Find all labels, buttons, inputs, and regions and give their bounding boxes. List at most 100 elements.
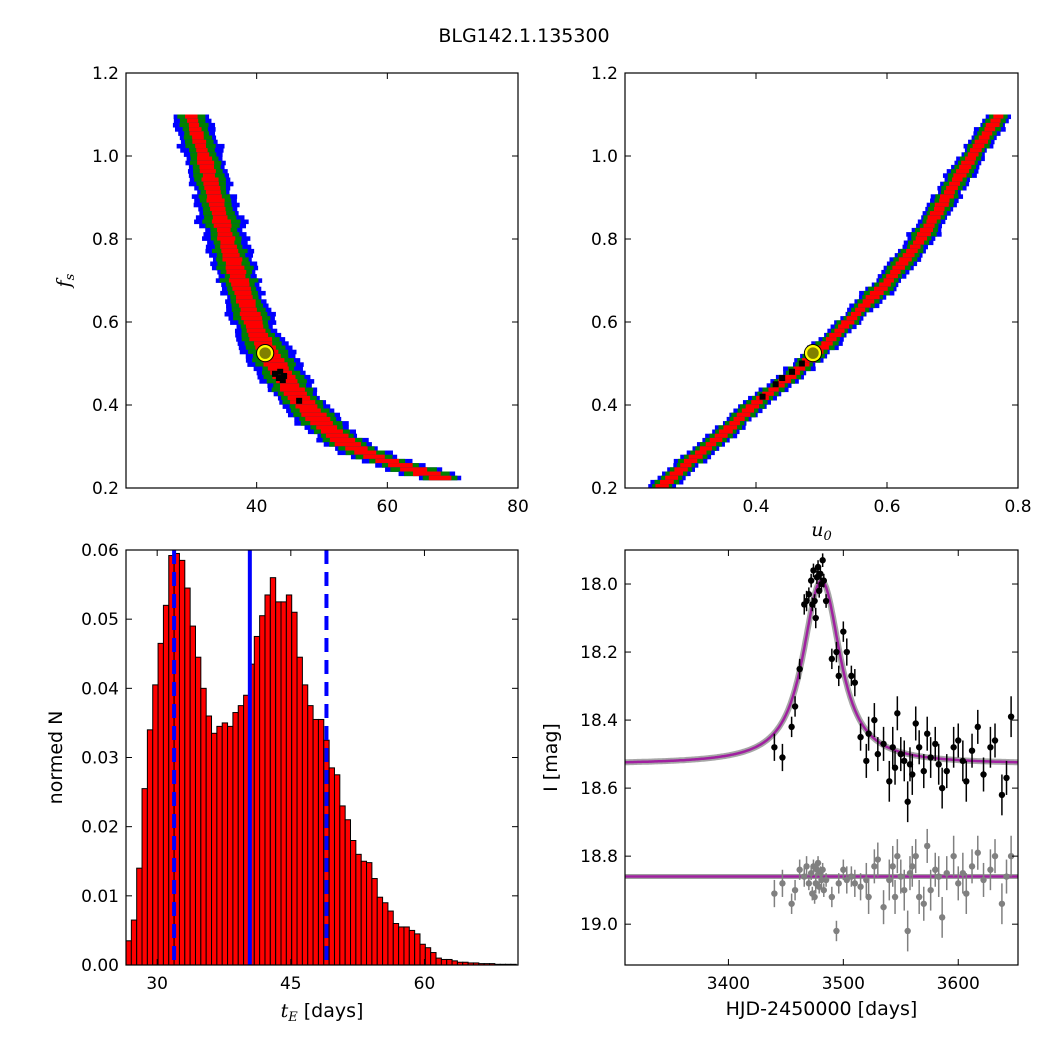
data-point <box>998 791 1006 799</box>
sigma1-cell <box>965 156 976 162</box>
sigma1-cell <box>741 408 755 414</box>
panel-u0-vs-fs: 0.4 0.6 0.8 0.2 0.4 0.6 0.8 1.0 1.2 u0 <box>591 64 1032 544</box>
sigma1-cell <box>310 421 333 426</box>
residual-point <box>991 852 999 860</box>
y-axis-label: I [mag] <box>540 723 562 792</box>
light-curve-body <box>625 553 1018 952</box>
sigma1-cell <box>229 274 246 279</box>
residual-point <box>894 852 901 860</box>
sigma1-cell <box>204 185 221 191</box>
data-point <box>865 730 872 737</box>
data-point <box>820 577 827 584</box>
sigma1-cell <box>192 135 204 141</box>
y-tick-label: 1.0 <box>591 147 618 167</box>
best-sample <box>281 372 288 379</box>
sigma1-cell <box>212 215 228 220</box>
sigma1-cell <box>220 240 235 246</box>
residual-point <box>840 866 847 873</box>
sigma1-cell <box>915 236 928 241</box>
x-tick-label: 0.8 <box>1004 497 1031 517</box>
residual-point <box>822 876 830 884</box>
data-point <box>812 614 819 622</box>
sigma1-cell <box>290 400 316 405</box>
histogram-bar <box>317 718 325 965</box>
histogram-bar <box>253 635 261 965</box>
residual-point <box>924 842 931 850</box>
y-tick-label: 0.4 <box>92 396 119 416</box>
best-fit-marker <box>804 344 822 362</box>
x-tick-label: 60 <box>377 497 399 517</box>
sigma1-cell <box>709 437 723 443</box>
y-tick-label: 18.2 <box>580 643 618 663</box>
sigma1-cell <box>926 219 937 225</box>
sigma1-cell <box>231 282 250 288</box>
sigma1-cell <box>189 131 204 136</box>
sigma1-cell <box>906 248 918 254</box>
residual-point <box>968 863 976 870</box>
histogram-bar <box>435 957 442 965</box>
data-point <box>796 665 803 673</box>
sigma1-cell <box>316 425 338 430</box>
sigma1-cell <box>929 211 944 216</box>
residual-point <box>1007 852 1015 860</box>
histogram-bar <box>275 601 282 965</box>
histogram-bar <box>344 819 352 965</box>
sigma1-cell <box>825 337 837 342</box>
sigma1-cell <box>329 437 356 443</box>
sigma1-cell <box>222 253 240 258</box>
sigma1-cell <box>375 458 399 464</box>
sigma1-cell <box>240 307 257 313</box>
sigma1-cell <box>972 143 985 149</box>
data-point <box>963 778 970 785</box>
sigma1-cell <box>919 227 934 233</box>
histogram-bar <box>184 587 191 965</box>
axes-frame <box>624 72 1019 489</box>
sigma1-cell <box>238 303 256 309</box>
sigma1-cell <box>345 446 368 451</box>
residual-point <box>963 890 970 897</box>
sigma1-cell <box>841 320 855 325</box>
residual-point <box>771 890 778 897</box>
data-point <box>822 597 830 605</box>
sigma1-cell <box>909 244 921 250</box>
best-sample <box>275 375 282 382</box>
data-point <box>920 767 927 775</box>
sigma1-cell <box>978 135 990 141</box>
sigma1-cell <box>222 257 243 262</box>
data-point <box>779 754 786 761</box>
histogram-bar <box>130 919 138 965</box>
sigma1-cell <box>751 400 763 405</box>
y-tick-label: 0.2 <box>92 479 119 499</box>
sigma1-cell <box>334 442 361 447</box>
residual-point <box>932 866 939 873</box>
sigma1-cell <box>718 429 733 435</box>
y-tick-label: 18.4 <box>580 711 618 731</box>
y-tick-label: 0.02 <box>81 818 119 838</box>
data-point <box>805 591 813 598</box>
residual-point <box>871 863 878 870</box>
y-tick-label: 0.01 <box>81 887 119 907</box>
data-point <box>891 764 899 771</box>
sigma1-cell <box>187 118 199 124</box>
residual-point <box>889 863 896 870</box>
y-tick-label: 0.06 <box>81 541 119 561</box>
sigma1-cell <box>949 181 961 187</box>
residual-point <box>820 886 827 894</box>
data-point <box>817 570 824 578</box>
sigma1-cell <box>248 332 269 338</box>
data-point <box>819 557 826 564</box>
histogram-bar <box>162 604 170 965</box>
sigma1-cell <box>217 232 233 237</box>
sigma1-cell <box>261 358 285 363</box>
best-sample <box>798 360 805 367</box>
residual-point <box>927 886 934 894</box>
data-point <box>927 754 934 761</box>
residual-point <box>891 893 899 901</box>
histogram-bar <box>211 732 218 965</box>
data-point <box>950 744 957 751</box>
sigma1-cell <box>683 458 698 464</box>
sigma1-cell <box>249 337 273 342</box>
sigma1-cell <box>886 274 898 279</box>
data-point <box>880 740 887 748</box>
sigma1-cell <box>197 156 213 162</box>
